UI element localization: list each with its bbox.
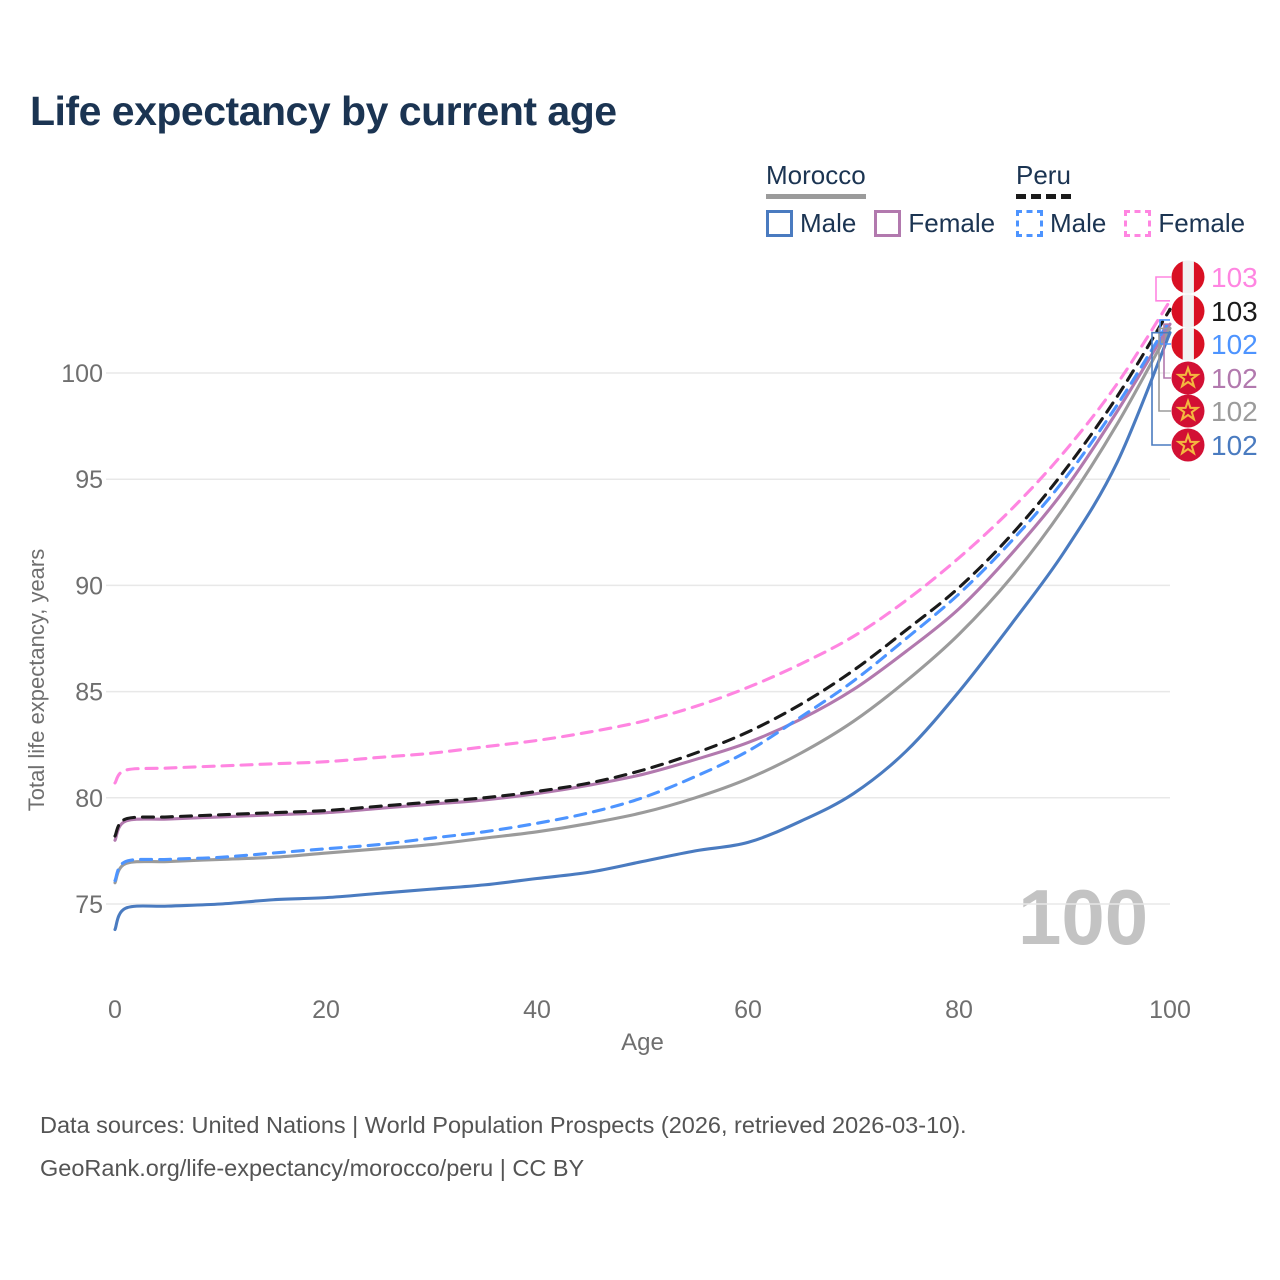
flag-stripe <box>1182 294 1194 328</box>
flag-circle <box>1171 361 1205 395</box>
x-tick-label: 80 <box>945 996 973 1024</box>
star-icon <box>1175 397 1201 422</box>
flag-circle <box>1171 394 1205 428</box>
series-line-morocco-male[interactable] <box>113 331 1172 932</box>
flag-stripe <box>1193 260 1205 294</box>
y-tick-label: 85 <box>75 679 103 707</box>
x-tick-label: 20 <box>312 996 340 1024</box>
flag-stripe <box>1182 327 1194 361</box>
legend-country-peru[interactable]: Peru <box>1016 160 1071 199</box>
label-leader-line <box>1158 327 1171 412</box>
age-counter-watermark: 100 <box>1018 873 1149 961</box>
y-axis-title: Total life expectancy, years <box>24 549 49 812</box>
flag-stripe <box>1171 260 1184 294</box>
flag-stripe <box>1193 327 1205 361</box>
peru-flag-icon <box>1171 260 1205 294</box>
legend-group-peru: Peru Male Female <box>1016 160 1263 239</box>
flag-stripe <box>1171 327 1184 361</box>
legend-label-morocco-female: Female <box>908 208 996 238</box>
y-tick-label: 95 <box>75 466 103 494</box>
footer: Data sources: United Nations | World Pop… <box>40 1104 967 1190</box>
series-line-morocco-female[interactable] <box>113 322 1172 842</box>
end-value-label: 103 <box>1211 262 1258 293</box>
peru-flag-icon <box>1171 327 1205 361</box>
label-leader-line <box>1155 276 1171 302</box>
star-icon <box>1175 364 1201 389</box>
end-value-label: 103 <box>1211 296 1258 327</box>
x-tick-label: 100 <box>1149 996 1191 1024</box>
label-leader-line <box>1168 308 1171 312</box>
peru-male-swatch-icon <box>1016 210 1043 237</box>
flag-circle <box>1171 428 1205 462</box>
peru-female-swatch-icon <box>1124 210 1152 237</box>
label-leader-line <box>1163 323 1171 379</box>
series-line-peru[interactable] <box>113 307 1172 838</box>
morocco-flag-icon <box>1171 394 1205 428</box>
y-tick-label: 90 <box>75 572 103 600</box>
end-value-label: 102 <box>1211 396 1258 427</box>
y-tick-label: 100 <box>61 360 103 388</box>
morocco-male-swatch-icon <box>766 210 793 237</box>
series-line-morocco[interactable] <box>113 326 1172 885</box>
legend-label-peru-female: Female <box>1158 208 1246 238</box>
morocco-female-swatch-icon <box>874 210 902 237</box>
legend-label-peru-male: Male <box>1050 208 1107 238</box>
label-leader-line <box>1151 331 1171 446</box>
end-value-label: 102 <box>1211 363 1258 394</box>
star-icon <box>1175 431 1201 456</box>
flag-stripe <box>1171 294 1184 328</box>
legend-item-peru-male[interactable]: Male <box>1016 208 1106 239</box>
x-tick-label: 0 <box>108 996 122 1024</box>
legend-country-morocco[interactable]: Morocco <box>766 160 866 199</box>
y-tick-label: 80 <box>75 785 103 813</box>
morocco-flag-icon <box>1171 361 1205 395</box>
legend-label-morocco-male: Male <box>800 208 857 238</box>
y-tick-label: 75 <box>75 891 103 919</box>
chart-title: Life expectancy by current age <box>30 88 617 134</box>
x-axis-title: Age <box>621 1029 664 1056</box>
series-line-peru-male[interactable] <box>113 318 1172 883</box>
morocco-flag-icon <box>1171 428 1205 462</box>
legend-item-peru-female[interactable]: Female <box>1124 208 1245 239</box>
legend-item-morocco-female[interactable]: Female <box>874 208 995 239</box>
legend-item-morocco-male[interactable]: Male <box>766 208 856 239</box>
data-sources-text: Data sources: United Nations | World Pop… <box>40 1112 967 1138</box>
legend-group-morocco: Morocco Male Female <box>766 160 1013 239</box>
flag-stripe <box>1193 294 1205 328</box>
end-value-label: 102 <box>1211 430 1258 461</box>
end-value-label: 102 <box>1211 329 1258 360</box>
flag-stripe <box>1182 260 1194 294</box>
x-tick-label: 60 <box>734 996 762 1024</box>
attribution-text: GeoRank.org/life-expectancy/morocco/peru… <box>40 1155 585 1181</box>
series-line-peru-female[interactable] <box>113 299 1172 785</box>
peru-flag-icon <box>1171 294 1205 328</box>
x-tick-label: 40 <box>523 996 551 1024</box>
